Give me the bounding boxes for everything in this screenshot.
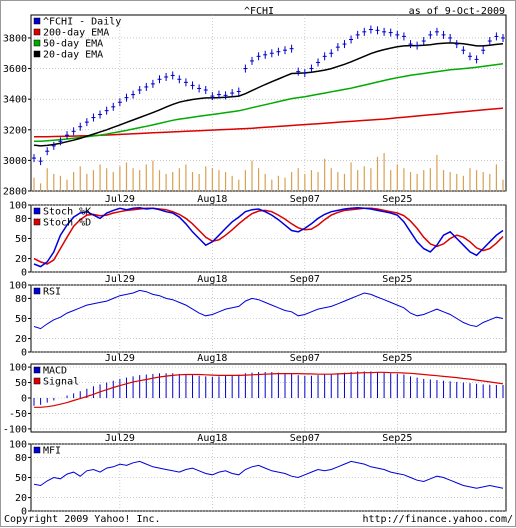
legend-swatch	[33, 28, 41, 36]
y-tick-label: 0	[21, 268, 27, 279]
legend-swatch	[33, 218, 41, 226]
legend-swatch	[33, 377, 41, 385]
x-tick-label: Sep07	[290, 433, 320, 444]
x-tick-label: Sep07	[290, 194, 320, 205]
y-tick-label: 0	[21, 348, 27, 359]
rsi-line	[33, 289, 504, 330]
y-tick-label: -100	[3, 424, 27, 435]
x-tick-label: Jul29	[105, 433, 135, 444]
panel-macd: -100 -50 0 50 100 Jul29 Aug18 Sep07 Sep25 MACDSig…	[3, 363, 507, 444]
y-tick-label: 20	[15, 493, 27, 504]
panels: 2800 3000 3200 3400 3600 3800 Jul29 Aug18 Sep07 S…	[3, 14, 507, 518]
y-tick-label: -50	[9, 409, 27, 420]
as-of-date: as of 9-Oct-2009	[409, 6, 505, 17]
legend-label: RSI	[43, 287, 61, 298]
y-tick-label: 80	[15, 453, 27, 464]
copyright-text: Copyright 2009 Yahoo! Inc.	[4, 514, 161, 525]
panel-mfi: 0 20 50 80 100 MFI	[9, 440, 507, 518]
legend-swatch	[33, 207, 41, 215]
y-tick-label: 100	[9, 201, 27, 212]
panel-price: 2800 3000 3200 3400 3600 3800 Jul29 Aug18 Sep07 S…	[3, 14, 507, 205]
x-tick-label: Jul29	[105, 194, 135, 205]
legend-swatch	[33, 446, 41, 454]
y-tick-label: 100	[9, 440, 27, 451]
panel-rsi: 0 20 50 80 100 Jul29 Aug18 Sep07 Sep25 RSI	[9, 281, 507, 364]
y-tick-label: 0	[21, 394, 27, 405]
y-tick-label: 50	[15, 314, 27, 325]
x-tick-label: Sep07	[290, 353, 320, 364]
x-tick-label: Sep25	[382, 194, 412, 205]
ema20-line	[33, 42, 504, 147]
x-tick-label: Aug18	[197, 433, 227, 444]
y-tick-label: 50	[15, 378, 27, 389]
x-tick-label: Aug18	[197, 194, 227, 205]
x-tick-label: Sep25	[382, 433, 412, 444]
stoch-k-line	[33, 206, 504, 268]
signal-line	[34, 371, 504, 408]
y-tick-label: 3800	[3, 33, 27, 44]
stoch-d-line	[33, 207, 504, 265]
legend-swatch	[33, 17, 41, 25]
legend-label: 200-day EMA	[43, 28, 109, 39]
x-tick-label: Jul29	[105, 274, 135, 285]
y-tick-label: 80	[15, 294, 27, 305]
legend-swatch	[33, 39, 41, 47]
y-tick-label: 3400	[3, 95, 27, 106]
y-tick-label: 20	[15, 254, 27, 265]
y-tick-label: 80	[15, 214, 27, 225]
y-tick-label: 50	[15, 473, 27, 484]
legend-label: 20-day EMA	[43, 50, 103, 61]
legend-swatch	[33, 366, 41, 374]
legend-label: ^FCHI - Daily	[43, 17, 121, 28]
y-tick-label: 0	[21, 507, 27, 518]
x-tick-label: Sep25	[382, 353, 412, 364]
legend-swatch	[33, 287, 41, 295]
legend-label: Stoch %D	[43, 218, 91, 229]
legend-swatch	[33, 50, 41, 58]
ema200-line	[34, 107, 504, 138]
source-url[interactable]: http://finance.yahoo.com/	[362, 514, 513, 525]
x-tick-label: Jul29	[105, 353, 135, 364]
y-tick-label: 3200	[3, 125, 27, 136]
y-tick-label: 100	[9, 363, 27, 374]
y-tick-label: 2800	[3, 187, 27, 198]
x-tick-label: Aug18	[197, 274, 227, 285]
panel-stochastic: 0 20 50 80 100 Jul29 Aug18 Sep07 Sep25 Stoch %KSt…	[9, 201, 507, 285]
mfi-line	[33, 460, 504, 489]
x-tick-label: Sep07	[290, 274, 320, 285]
y-tick-label: 100	[9, 281, 27, 292]
x-tick-label: Sep25	[382, 274, 412, 285]
y-tick-label: 3000	[3, 156, 27, 167]
legend-label: MACD	[43, 366, 67, 377]
y-tick-label: 20	[15, 334, 27, 345]
ema50-line	[34, 62, 504, 143]
x-tick-label: Aug18	[197, 353, 227, 364]
y-tick-label: 3600	[3, 64, 27, 75]
legend-label: 50-day EMA	[43, 39, 103, 50]
legend-label: Signal	[43, 377, 79, 388]
y-tick-label: 50	[15, 234, 27, 245]
chart-title: ^FCHI	[244, 6, 274, 17]
legend-label: MFI	[43, 446, 61, 457]
legend-label: Stoch %K	[43, 207, 91, 218]
